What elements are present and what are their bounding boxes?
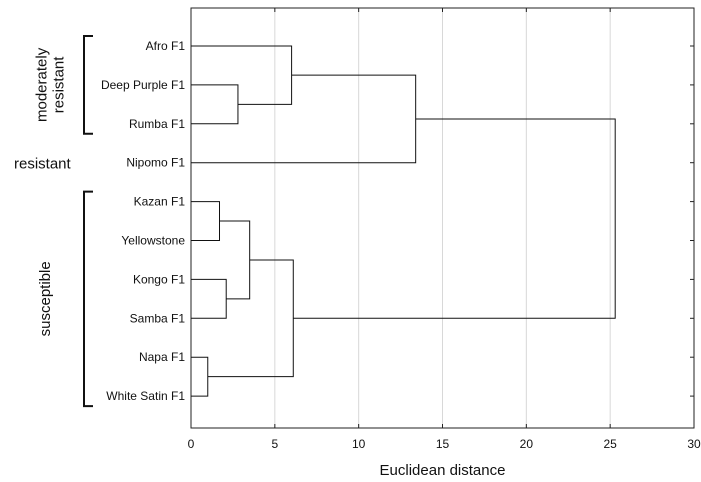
dendrogram-links: [191, 45, 616, 397]
group-label-resistant: resistant: [14, 156, 72, 173]
leaf-label-deep-purple-f1: Deep Purple F1: [101, 78, 185, 92]
merge-link-2: [191, 201, 221, 241]
leaf-label-nipomo-f1: Nipomo F1: [126, 156, 185, 170]
merge-link-5: [219, 220, 251, 300]
merge-link-8: [191, 74, 417, 164]
leaf-label-napa-f1: Napa F1: [139, 350, 185, 364]
leaf-labels: Afro F1 Deep Purple F1 Rumba F1 Nipomo F1 Ka…: [101, 39, 185, 403]
group-label-susceptible: susceptible: [37, 261, 54, 336]
group-label-line: moderately: [34, 47, 51, 122]
merge-link-4: [191, 84, 239, 125]
leaf-label-afro-f1: Afro F1: [146, 39, 186, 53]
merge-link-3: [191, 278, 227, 319]
leaf-label-yellowstone: Yellowstone: [121, 234, 185, 248]
leaf-label-samba-f1: Samba F1: [130, 311, 186, 325]
leaf-label-kongo-f1: Kongo F1: [133, 272, 185, 286]
leaf-label-rumba-f1: Rumba F1: [129, 117, 185, 131]
group-label-moderately-resistant: moderatelyresistant: [34, 47, 68, 122]
x-tick-label-25: 25: [603, 437, 617, 451]
grid-lines: [274, 8, 611, 428]
axis-ticks: 0 5 10 15 20 25 30: [188, 8, 701, 451]
bracket-susceptible: [83, 190, 93, 408]
x-axis-title: Euclidean distance: [380, 462, 506, 479]
x-tick-label-5: 5: [271, 437, 278, 451]
bracket-moderately-resistant: [83, 35, 93, 135]
x-tick-label-20: 20: [520, 437, 534, 451]
x-tick-label-30: 30: [687, 437, 701, 451]
leaf-label-kazan-f1: Kazan F1: [134, 195, 186, 209]
x-tick-label-10: 10: [352, 437, 366, 451]
merge-link-1: [191, 356, 209, 397]
group-label-line: resistant: [51, 56, 68, 114]
leaf-label-white-satin-f1: White Satin F1: [106, 389, 185, 403]
merge-link-9: [293, 118, 616, 319]
x-tick-label-0: 0: [188, 437, 195, 451]
group-label-line: susceptible: [37, 261, 54, 336]
x-tick-label-15: 15: [436, 437, 450, 451]
merge-link-6: [191, 45, 293, 105]
